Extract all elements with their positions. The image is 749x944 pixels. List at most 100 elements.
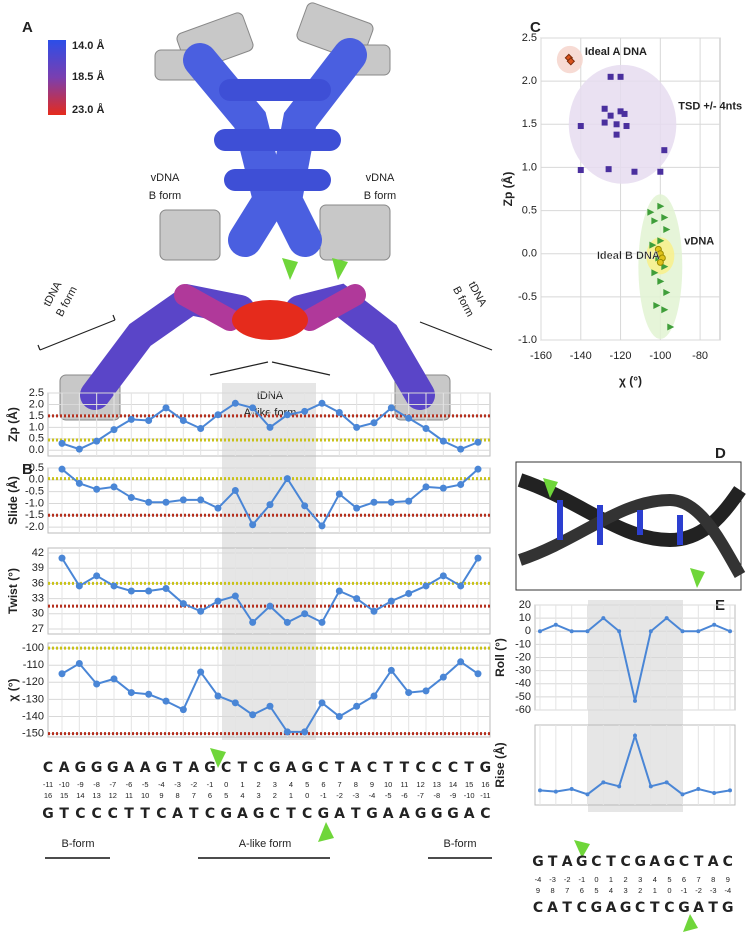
base-letter: C xyxy=(533,900,543,916)
y-axis-title-group: Twist (°) xyxy=(6,568,20,614)
point xyxy=(728,629,732,634)
point xyxy=(663,226,671,234)
x-axis-title: χ (°) xyxy=(619,374,642,388)
y-tick-label: 0 xyxy=(525,625,531,637)
base-letter: G xyxy=(91,760,103,776)
y-tick-label: -2.0 xyxy=(25,521,44,533)
point xyxy=(439,437,447,445)
y-tick-label: -60 xyxy=(515,704,531,716)
colorbar-label: 14.0 Å xyxy=(72,39,104,52)
base-letter: G xyxy=(75,760,87,776)
base-number: -4 xyxy=(158,780,165,789)
point xyxy=(613,131,620,138)
point xyxy=(661,263,669,271)
point xyxy=(318,699,326,707)
base-number: 2 xyxy=(273,791,277,800)
point xyxy=(249,404,257,412)
point xyxy=(214,411,222,419)
base-letter: G xyxy=(220,806,232,822)
base-number: 12 xyxy=(416,780,424,789)
point xyxy=(585,629,590,634)
point xyxy=(75,660,83,668)
base-letter: G xyxy=(156,760,168,776)
base-letter: G xyxy=(415,806,427,822)
point xyxy=(353,702,361,710)
panel-label: A xyxy=(22,19,33,36)
base-letter: C xyxy=(591,854,601,870)
point xyxy=(318,618,326,626)
point xyxy=(387,597,395,605)
point xyxy=(231,699,239,707)
base-letter: G xyxy=(678,900,690,916)
point xyxy=(318,522,326,530)
y-tick-label: 30 xyxy=(32,608,44,620)
base-letter: A xyxy=(188,760,199,776)
point xyxy=(651,217,659,225)
point xyxy=(538,629,542,634)
base-letter: G xyxy=(576,854,588,870)
base-number: 7 xyxy=(338,780,342,789)
base-letter: T xyxy=(548,854,558,870)
point xyxy=(75,479,83,487)
point xyxy=(601,105,608,112)
point xyxy=(439,673,447,681)
base-number: 7 xyxy=(565,886,569,895)
base-letter: C xyxy=(302,806,312,822)
point xyxy=(405,590,413,598)
base-number: 1 xyxy=(289,791,293,800)
point xyxy=(301,728,309,736)
base-number: 11 xyxy=(125,791,133,800)
base-number: -3 xyxy=(174,780,181,789)
point xyxy=(601,780,606,785)
base-number: 12 xyxy=(109,791,117,800)
point xyxy=(457,481,465,489)
point xyxy=(474,438,482,446)
base-letter: T xyxy=(383,760,393,776)
base-letter: T xyxy=(59,806,69,822)
point xyxy=(179,496,187,504)
point xyxy=(653,301,661,309)
base-letter: C xyxy=(448,760,458,776)
y-tick-label: -100 xyxy=(22,642,44,654)
point xyxy=(335,490,343,498)
base-number: 0 xyxy=(594,875,598,884)
base-number: 15 xyxy=(60,791,68,800)
y-tick-label: -140 xyxy=(22,710,44,722)
y-tick-label: -110 xyxy=(23,659,44,671)
point xyxy=(231,592,239,600)
series-label: Ideal A DNA xyxy=(585,46,647,58)
base-number: -9 xyxy=(450,791,457,800)
y-tick-label: 33 xyxy=(32,592,44,604)
point xyxy=(422,687,430,695)
y-axis-title-group: Zp (Å) xyxy=(5,407,20,442)
plot-frame xyxy=(47,642,491,738)
point xyxy=(197,668,205,676)
y-tick-label: -40 xyxy=(515,678,531,690)
series-label: Ideal B DNA xyxy=(597,250,660,262)
y-tick-label: -150 xyxy=(22,727,44,739)
point xyxy=(110,483,118,491)
base-number: -7 xyxy=(417,791,424,800)
base-letter: G xyxy=(301,760,313,776)
point xyxy=(648,629,653,634)
base-number: 7 xyxy=(192,791,196,800)
x-tick-label: -80 xyxy=(692,350,708,362)
y-axis-title: Roll (°) xyxy=(493,638,507,677)
point xyxy=(657,168,664,175)
base-number: 4 xyxy=(240,791,244,800)
base-number: 8 xyxy=(711,875,715,884)
point xyxy=(422,483,430,491)
arrow xyxy=(683,914,698,932)
base-number: 2 xyxy=(257,780,261,789)
point xyxy=(651,269,659,277)
base-number: -1 xyxy=(578,875,585,884)
base-number: -5 xyxy=(142,780,149,789)
point xyxy=(474,554,482,562)
point xyxy=(661,306,669,314)
point xyxy=(249,618,257,626)
point xyxy=(283,618,291,626)
y-tick-label: 2.5 xyxy=(522,32,537,44)
base-letter: G xyxy=(722,900,734,916)
base-letter: C xyxy=(679,854,689,870)
